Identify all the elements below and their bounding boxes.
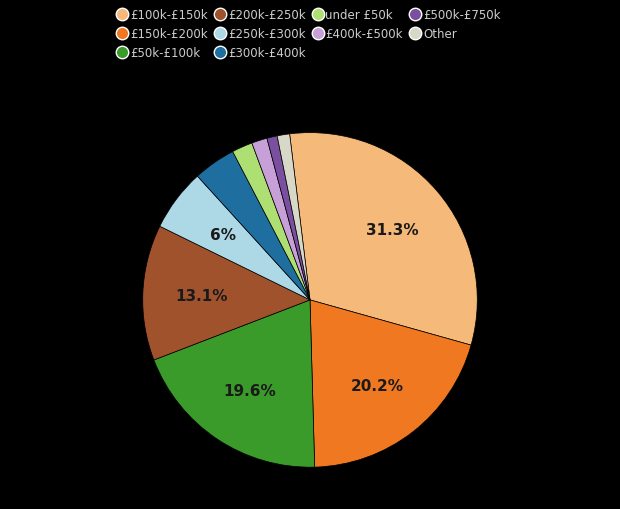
Wedge shape <box>267 136 310 300</box>
Wedge shape <box>310 300 471 467</box>
Text: 6%: 6% <box>210 228 236 243</box>
Wedge shape <box>154 300 315 467</box>
Wedge shape <box>290 133 477 346</box>
Text: 31.3%: 31.3% <box>366 222 418 237</box>
Text: 20.2%: 20.2% <box>350 378 404 393</box>
Text: 13.1%: 13.1% <box>175 288 228 303</box>
Legend: £100k-£150k, £150k-£200k, £50k-£100k, £200k-£250k, £250k-£300k, £300k-£400k, und: £100k-£150k, £150k-£200k, £50k-£100k, £2… <box>116 6 504 64</box>
Text: 19.6%: 19.6% <box>223 383 276 398</box>
Wedge shape <box>160 177 310 300</box>
Wedge shape <box>143 227 310 360</box>
Wedge shape <box>252 139 310 300</box>
Wedge shape <box>277 134 310 300</box>
Wedge shape <box>232 144 310 300</box>
Wedge shape <box>197 152 310 300</box>
